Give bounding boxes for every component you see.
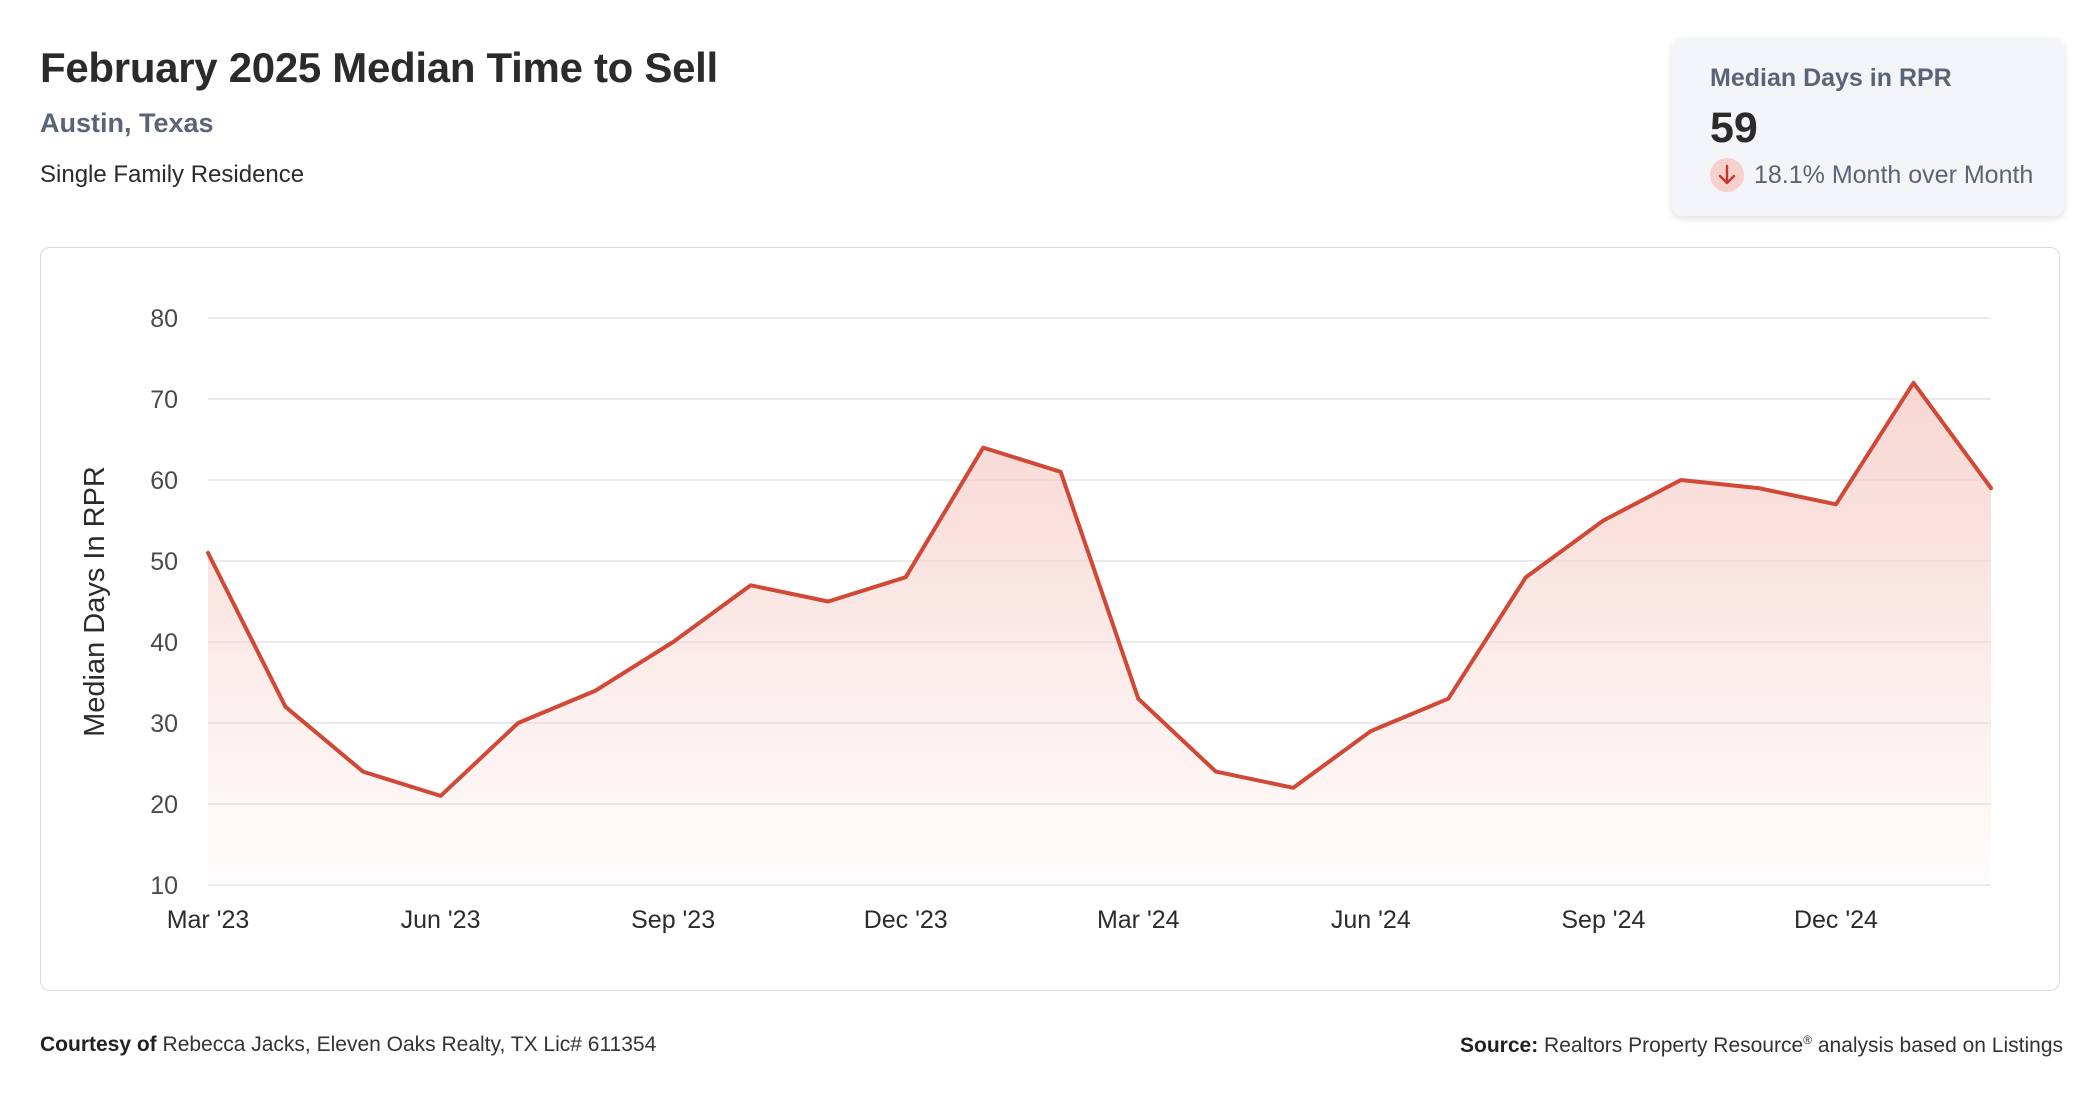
x-tick-label: Mar '24	[1097, 906, 1180, 934]
courtesy-label: Courtesy of	[40, 1033, 157, 1056]
courtesy-text: Rebecca Jacks, Eleven Oaks Realty, TX Li…	[162, 1033, 657, 1056]
y-tick-label: 10	[150, 872, 178, 900]
x-tick-label: Jun '23	[401, 906, 481, 934]
stat-change-text: 18.1% Month over Month	[1754, 160, 2034, 189]
source-footer: Source: Realtors Property Resource® anal…	[1460, 1033, 2063, 1058]
registered-mark: ®	[1803, 1033, 1812, 1047]
series-area	[208, 382, 1991, 885]
x-tick-label: Dec '24	[1794, 906, 1878, 934]
location-label: Austin, Texas	[40, 108, 214, 138]
y-tick-label: 70	[150, 386, 178, 414]
stat-value: 59	[1710, 104, 1758, 152]
x-tick-label: Mar '23	[167, 906, 250, 934]
x-tick-label: Jun '24	[1331, 906, 1411, 934]
property-type-label: Single Family Residence	[40, 161, 305, 188]
page-title: February 2025 Median Time to Sell	[40, 44, 718, 91]
chart-container: 10 20 30 40 50 60 70 80 Mar '23 Jun '23 Sep '23 Dec…	[40, 247, 2060, 991]
source-label: Source:	[1460, 1034, 1539, 1057]
source-suffix: analysis based on Listings	[1817, 1034, 2063, 1057]
courtesy-footer: Courtesy of Rebecca Jacks, Eleven Oaks R…	[40, 1033, 656, 1057]
x-tick-label: Dec '23	[864, 906, 948, 934]
series-line	[206, 380, 1993, 798]
y-tick-label: 20	[150, 791, 178, 819]
y-tick-label: 40	[150, 629, 178, 657]
median-days-chart: 10 20 30 40 50 60 70 80 Mar '23 Jun '23 Sep '23 Dec…	[79, 305, 1993, 934]
y-tick-label: 50	[150, 548, 178, 576]
stat-label: Median Days in RPR	[1710, 64, 1952, 92]
source-text: Realtors Property Resource	[1544, 1034, 1804, 1057]
y-tick-label: 80	[150, 305, 178, 333]
stat-change: 18.1% Month over Month	[1710, 158, 2033, 192]
median-days-stat-card: Median Days in RPR 59 18.1% Month over M…	[1672, 38, 2064, 216]
y-axis-label: Median Days In RPR	[79, 466, 111, 737]
arrow-down-icon	[1710, 158, 1744, 192]
x-tick-label: Sep '23	[631, 906, 715, 934]
y-tick-label: 60	[150, 467, 178, 495]
x-tick-label: Sep '24	[1561, 906, 1645, 934]
y-tick-label: 30	[150, 710, 178, 738]
